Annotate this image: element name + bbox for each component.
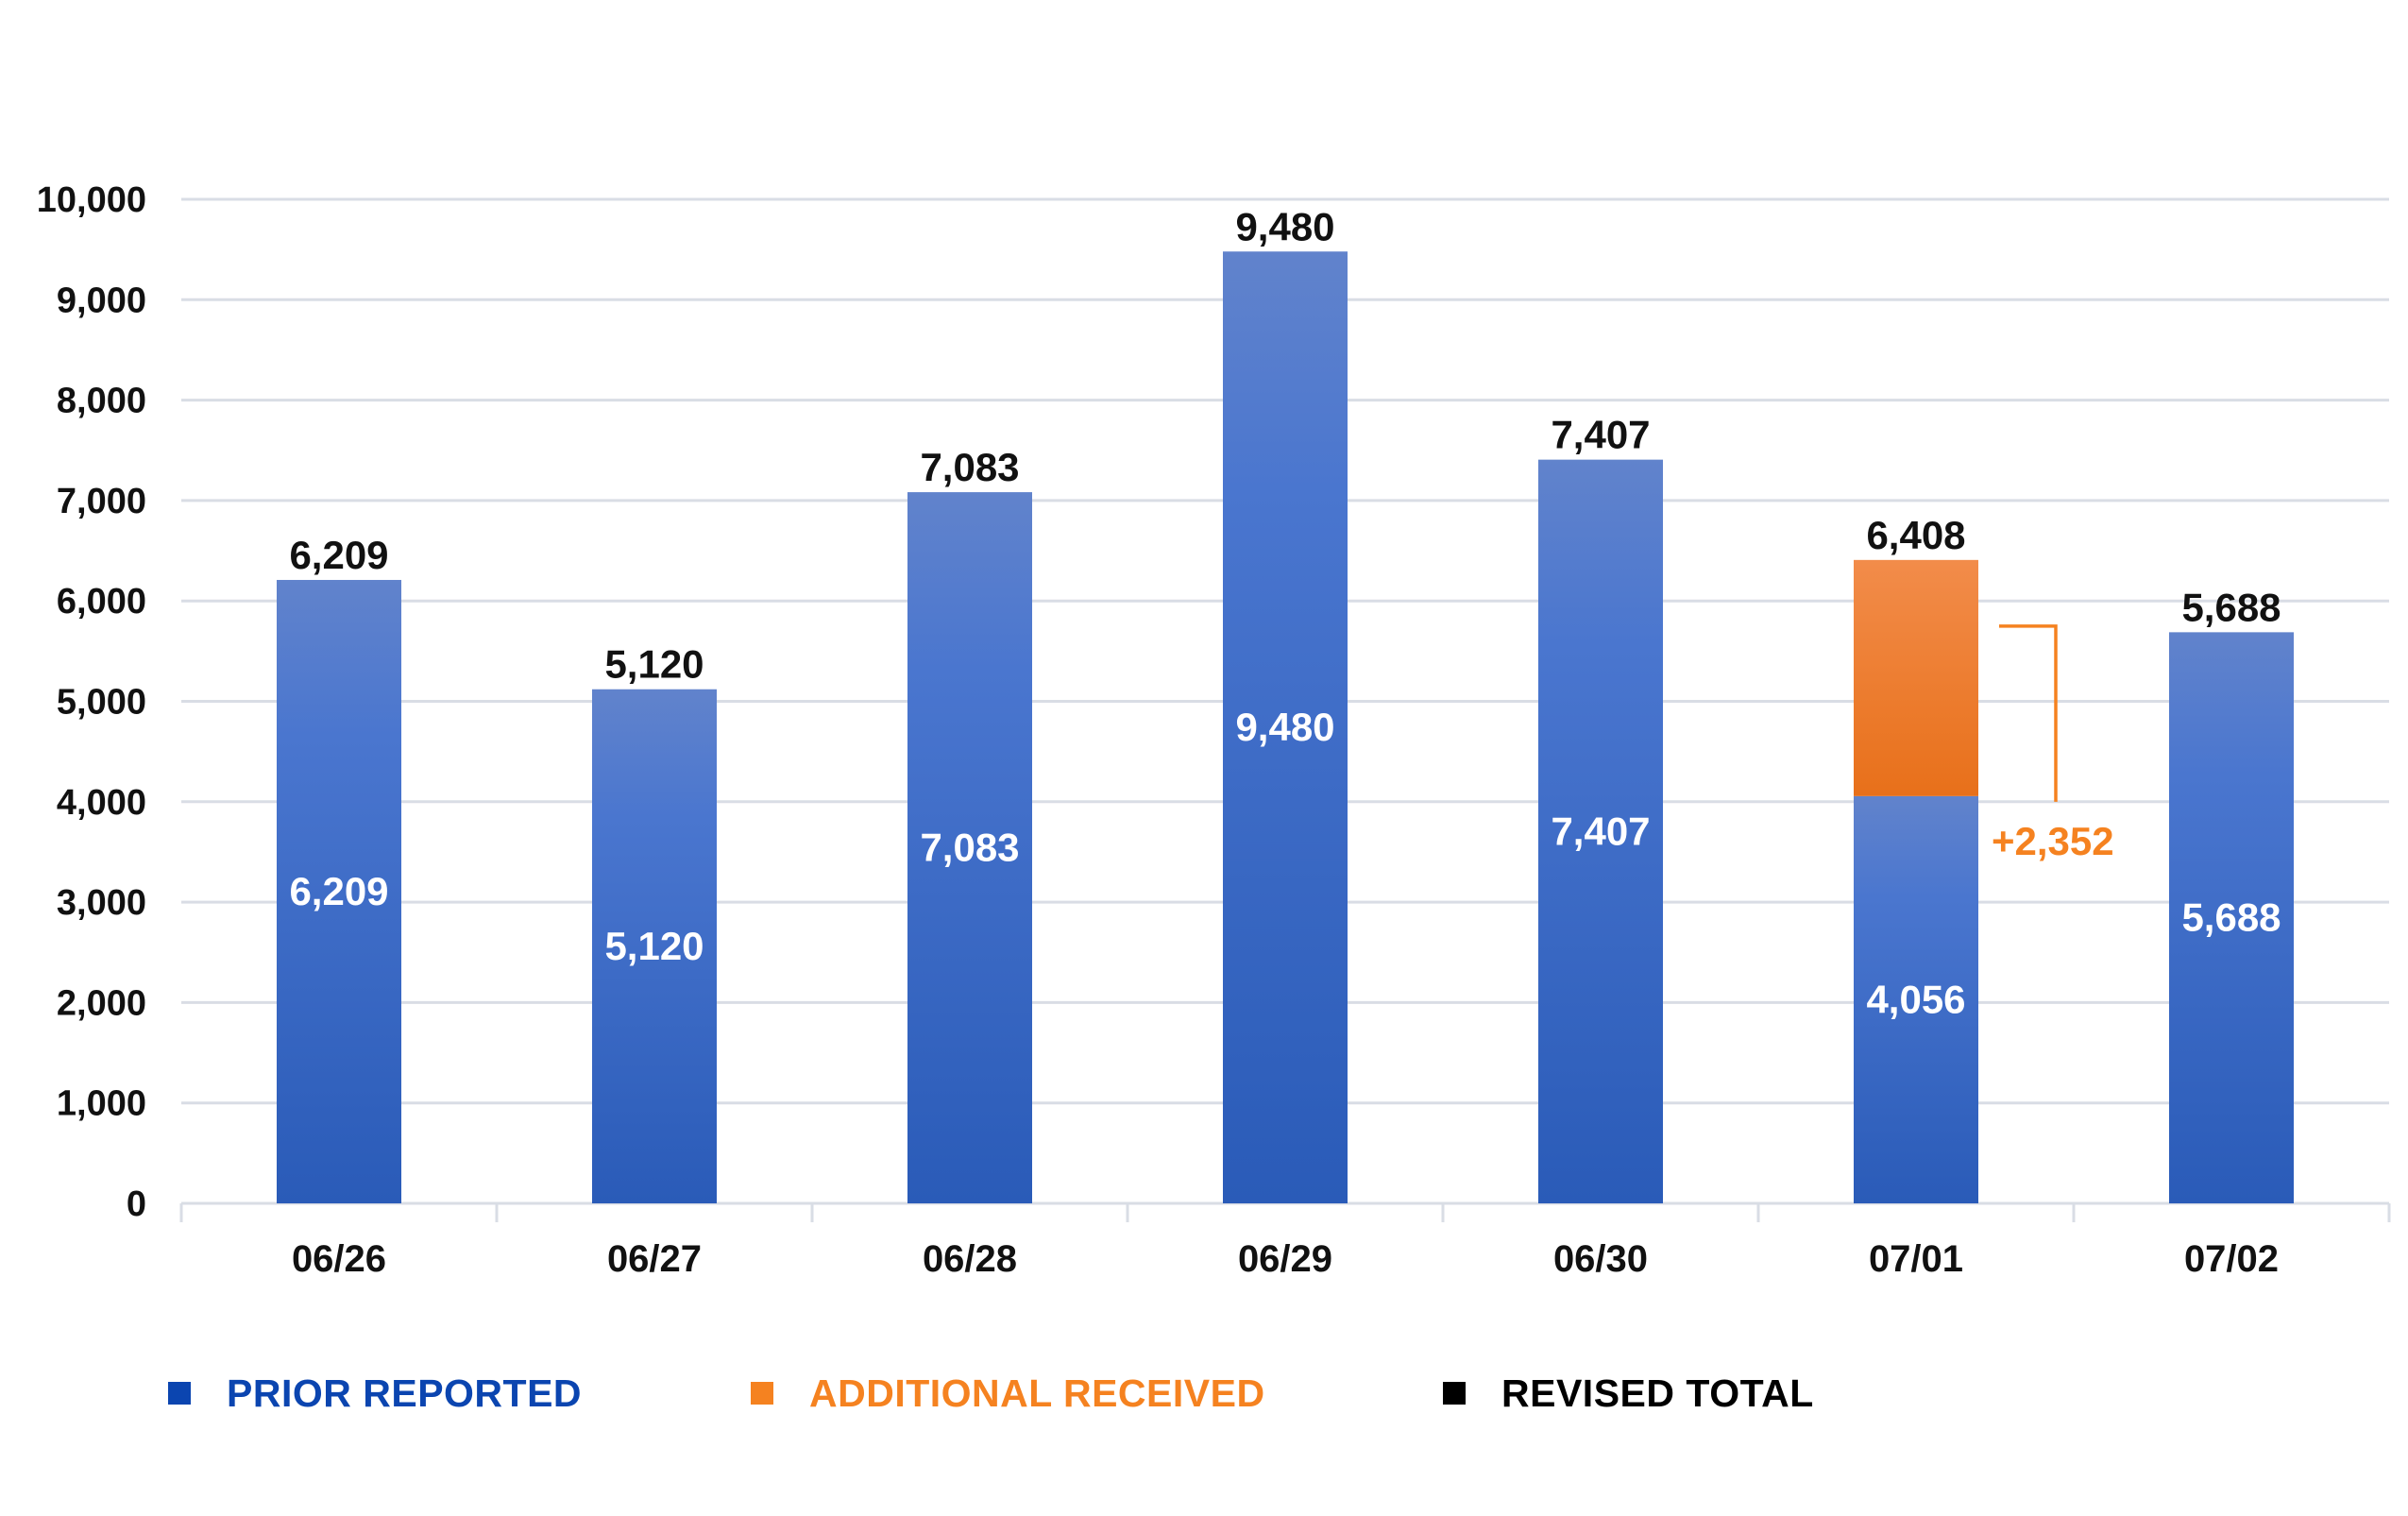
legend-swatch-additional — [751, 1382, 773, 1405]
bar-prior-reported — [1854, 795, 1978, 1203]
y-tick-label: 0 — [127, 1184, 146, 1224]
x-tick-label: 06/26 — [292, 1238, 386, 1280]
x-tick-label: 07/01 — [1869, 1238, 1963, 1280]
legend-item-prior-reported: PRIOR REPORTED — [168, 1370, 582, 1417]
legend-item-revised-total: REVISED TOTAL — [1443, 1370, 1814, 1417]
y-tick-label: 3,000 — [57, 883, 146, 923]
total-value-label: 6,408 — [1866, 513, 1965, 557]
y-tick-label: 7,000 — [57, 482, 146, 521]
bar-value-label: 6,209 — [289, 869, 388, 913]
x-tick-label: 07/02 — [2184, 1238, 2279, 1280]
y-tick-label: 9,000 — [57, 281, 146, 320]
legend-swatch-total — [1443, 1382, 1466, 1405]
bar-prior-reported — [2169, 632, 2294, 1203]
y-tick-label: 10,000 — [37, 180, 146, 220]
bar-prior-reported — [1538, 459, 1663, 1204]
total-value-label: 7,083 — [920, 445, 1019, 489]
annotation-bracket — [1999, 624, 2058, 802]
bar-value-label: 7,083 — [920, 826, 1019, 870]
bar-additional-received — [1854, 559, 1978, 796]
bar-prior-reported — [277, 579, 401, 1203]
bar-value-label: 5,688 — [2181, 895, 2281, 940]
legend-label-additional: ADDITIONAL RECEIVED — [809, 1371, 1265, 1415]
bar-value-label: 5,120 — [604, 924, 704, 968]
total-value-label: 9,480 — [1235, 204, 1334, 248]
annotation-label: +2,352 — [1992, 819, 2114, 863]
bar-prior-reported — [592, 689, 717, 1203]
bar-value-label: 9,480 — [1235, 705, 1334, 749]
total-value-label: 6,209 — [289, 533, 388, 577]
x-tick-label: 06/27 — [607, 1238, 702, 1280]
legend-label-total: REVISED TOTAL — [1501, 1371, 1814, 1415]
legend-swatch-prior — [168, 1382, 191, 1405]
bar-value-label: 4,056 — [1866, 977, 1965, 1021]
bar-value-label: 7,407 — [1551, 809, 1650, 853]
total-value-label: 5,688 — [2181, 585, 2281, 629]
bar-prior-reported — [1223, 251, 1348, 1203]
y-tick-label: 6,000 — [57, 582, 146, 622]
legend-label-prior: PRIOR REPORTED — [227, 1371, 583, 1415]
x-tick-label: 06/29 — [1238, 1238, 1332, 1280]
y-tick-label: 2,000 — [57, 983, 146, 1023]
legend-item-additional-received: ADDITIONAL RECEIVED — [751, 1370, 1265, 1417]
bar-prior-reported — [907, 492, 1032, 1203]
bars — [277, 251, 2294, 1204]
total-value-label: 5,120 — [604, 642, 704, 687]
y-tick-label: 5,000 — [57, 683, 146, 723]
y-tick-label: 4,000 — [57, 783, 146, 823]
axes: 0 1,000 2,000 3,000 4,000 5,000 6,000 7,000 8,00… — [37, 180, 2391, 1280]
y-tick-label: 8,000 — [57, 382, 146, 421]
y-tick-label: 1,000 — [57, 1084, 146, 1124]
total-value-label: 7,407 — [1551, 413, 1650, 457]
x-tick-label: 06/30 — [1553, 1238, 1648, 1280]
x-tick-label: 06/28 — [923, 1238, 1017, 1280]
data-labels: 6,209 6,209 5,120 5,120 7,083 7,083 9,480 9,480… — [289, 204, 2281, 1021]
